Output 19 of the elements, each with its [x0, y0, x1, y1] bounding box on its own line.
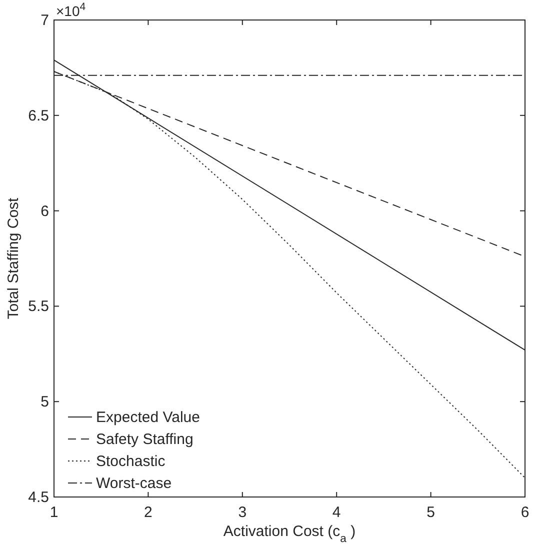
y-axis-title: Total Staffing Cost — [5, 196, 22, 320]
legend-label: Expected Value — [96, 409, 200, 426]
x-axis-title: Activation Cost (c$_{a}$) — [223, 523, 356, 545]
y-tick-label: 6 — [40, 202, 49, 220]
y-tick-label: 6.5 — [28, 107, 49, 124]
legend-label: Safety Staffing — [96, 431, 194, 448]
legend-label: Worst-case — [96, 475, 172, 492]
x-tick-label: 3 — [238, 504, 247, 521]
y-tick-label: 7 — [40, 12, 49, 29]
text: ×10$^{4}$ — [56, 1, 86, 19]
x-tick-label: 2 — [144, 504, 152, 521]
y-tick-label: 5 — [40, 394, 49, 411]
x-tick-label: 4 — [332, 504, 341, 521]
legend-label: Stochastic — [96, 453, 166, 470]
y-tick-label: 4.5 — [28, 489, 49, 506]
x-tick-label: 1 — [50, 504, 58, 521]
x-tick-label: 5 — [426, 504, 435, 521]
y-tick-label: 5.5 — [28, 298, 49, 316]
x-tick-label: 6 — [520, 504, 530, 521]
